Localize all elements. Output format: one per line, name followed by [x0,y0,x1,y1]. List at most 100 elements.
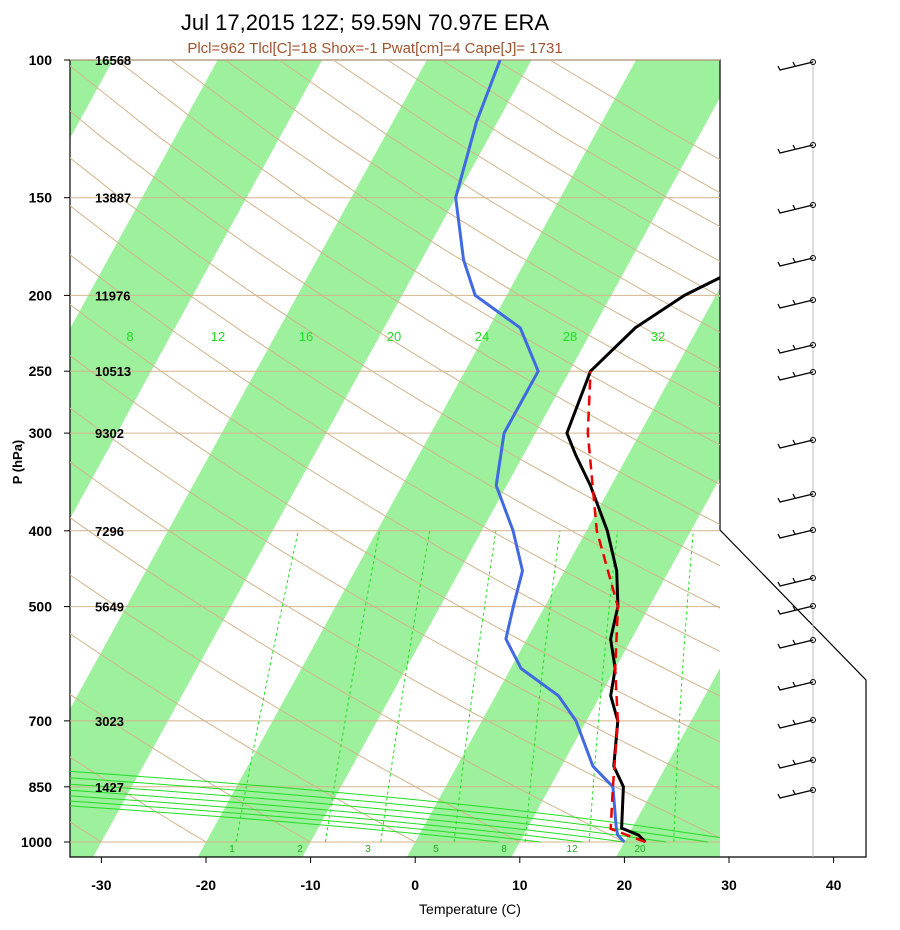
height-label: 1427 [95,780,124,795]
pressure-tick-label: 100 [29,52,53,68]
wind-calm-marker [810,491,816,497]
temperature-series-line [565,276,720,844]
wind-calm-marker [810,202,816,208]
wind-calm-marker [810,603,816,609]
mixing-ratio-label: 5 [433,844,439,855]
dry-adiabat-line [70,633,416,843]
x-tick-label: -10 [300,877,320,893]
mixing-ratio-label: 8 [501,844,507,855]
height-label: 3023 [95,714,124,729]
dry-adiabat-line [70,461,720,839]
isotherm-band [70,60,532,857]
dry-adiabat-line [70,756,207,843]
wind-barb [777,493,814,503]
isotherm-band [197,60,720,857]
height-label: 9302 [95,426,124,441]
mixing-ratio-line [324,530,380,843]
isotherm-band [406,287,720,857]
pressure-tick-label: 700 [29,713,53,729]
wind-barb [777,529,814,539]
dewpoint-series-line [454,60,626,844]
isotherm-band [825,60,900,857]
dry-adiabat-line [70,407,720,790]
pressure-tick-label: 850 [29,779,53,795]
wind-calm-marker [810,297,816,303]
wind-barb [777,439,814,449]
dry-adiabat-line [170,60,720,408]
dry-adiabat-line [116,60,720,446]
grid-lines [64,59,867,863]
height-label: 10513 [95,364,131,379]
wind-calm-marker [810,717,816,723]
x-tick-label: 20 [617,877,633,893]
wind-calm-marker [810,527,816,533]
wind-calm-marker [810,437,816,443]
wind-barb [777,144,814,154]
moist-adiabat-line [70,777,709,843]
dry-adiabat-line [70,303,720,697]
moist-adiabat-label: 32 [651,329,665,344]
moist-adiabat-line [70,783,667,843]
moist-adiabat-label: 24 [475,329,489,344]
mixing-ratio-label: 12 [566,844,578,855]
wind-barb [777,681,814,691]
series-layer [70,60,720,844]
wind-calm-marker [810,369,816,375]
pressure-tick-label: 500 [29,599,53,615]
wind-barb [777,605,814,615]
wind-calm-marker [810,142,816,148]
mixing-ratio-line [380,530,431,843]
pressure-tick-label: 400 [29,523,53,539]
wind-barb [777,789,814,799]
dry-adiabat-line [70,574,521,843]
moist-adiabat-label: 8 [126,329,133,344]
mixing-ratio-label: 1 [229,844,235,855]
chart-subtitle: Plcl=962 Tlcl[C]=18 Shox=-1 Pwat[cm]=4 C… [187,40,562,57]
mixing-ratio-line [235,530,299,843]
pressure-tick-label: 250 [29,363,53,379]
pressure-tick-label: 1000 [21,834,52,850]
pressure-tick-label: 200 [29,287,53,303]
height-label: 5649 [95,600,124,615]
height-label: 11976 [95,288,130,303]
isotherm-band [70,60,114,139]
y-axis-label: P (hPa) [10,440,25,485]
wind-calm-marker [810,255,816,261]
wind-calm-marker [810,757,816,763]
wind-calm-marker [810,59,816,65]
dry-adiabat-line [70,355,720,743]
wind-calm-marker [810,575,816,581]
x-tick-label: 30 [721,877,737,893]
dry-adiabat-line [70,254,720,652]
wind-barb [777,371,814,381]
wind-barb [777,639,814,649]
height-label: 16568 [95,53,131,68]
wind-calm-marker [810,787,816,793]
dry-adiabat-line [70,517,625,843]
wind-barb [777,61,814,71]
height-label: 7296 [95,524,124,539]
moist-adiabat-line [70,770,720,839]
moist-adiabat-line [70,789,625,843]
mixing-ratio-label: 3 [365,844,371,855]
x-tick-label: -20 [196,877,216,893]
mixing-ratio-label: 20 [634,844,646,855]
x-tick-label: 0 [411,877,419,893]
dry-adiabat-line [70,693,311,843]
x-tick-label: -30 [91,877,111,893]
wind-barb [777,299,814,309]
wind-calm-marker [810,342,816,348]
wind-barb [777,759,814,769]
wind-barb [777,577,814,587]
height-label: 13887 [95,191,131,206]
dry-adiabat-line [70,65,720,485]
moist-adiabat-label: 12 [211,329,225,344]
x-tick-label: 40 [826,877,842,893]
wind-barb [777,257,814,267]
wind-barb [777,719,814,729]
dry-adiabat-line [70,157,720,567]
wind-barb [777,204,814,214]
mixing-ratio-line [588,530,619,843]
